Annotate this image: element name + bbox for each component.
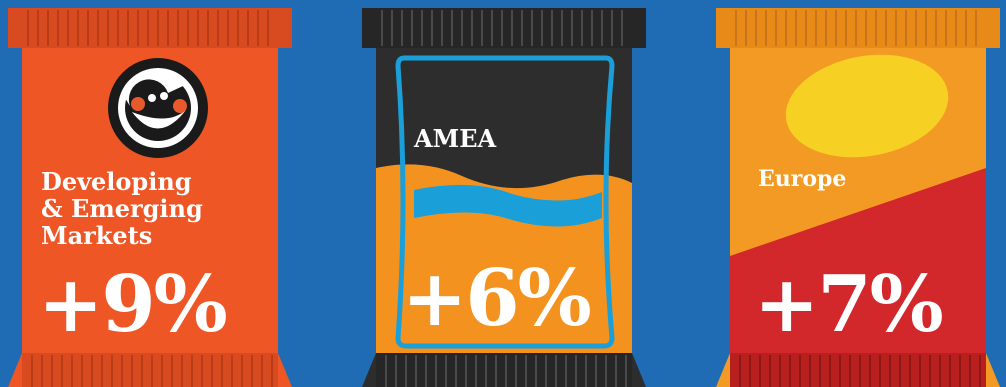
amea-wave-stripe [414,184,602,227]
dem-region-label: Developing & Emerging Markets [41,168,203,249]
dem-change-value: +9% [38,259,228,350]
dem-label-line-3: Markets [41,221,153,250]
pack-dem-shape [8,8,292,387]
amea-region-label: AMEA [414,124,497,153]
pack-developing-emerging: Developing & Emerging Markets +9% [8,8,292,387]
smiley-logo-icon [108,58,208,158]
dem-label-line-2: & Emerging [41,194,203,223]
pack-amea: AMEA +6% [362,8,646,387]
europe-oval [785,54,949,158]
dem-label-line-1: Developing [41,167,192,196]
europe-region-label: Europe [758,166,847,192]
pack-europe: Europe +7% [716,8,1000,387]
europe-change-value: +7% [754,259,944,350]
pack-europe-shape [716,8,1000,387]
amea-change-value: +6% [402,253,592,344]
pack-amea-shape [362,8,646,387]
amea-bag-outline [395,55,615,349]
